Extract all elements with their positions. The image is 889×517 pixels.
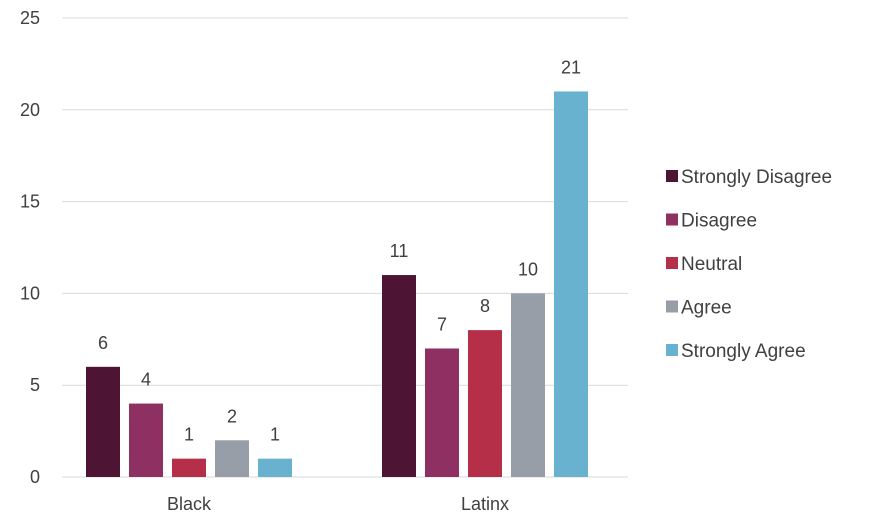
data-label-latinx-strongly-agree: 21 — [561, 57, 581, 77]
legend-swatch-agree — [666, 300, 678, 313]
bar-black-disagree — [129, 403, 163, 477]
bar-latinx-strongly-agree — [554, 91, 588, 477]
bar-latinx-strongly-disagree — [382, 275, 416, 477]
legend-swatch-neutral — [666, 257, 678, 269]
legend-label-agree: Agree — [681, 298, 732, 319]
data-label-latinx-agree: 10 — [518, 259, 538, 279]
legend-swatch-disagree — [666, 213, 678, 226]
data-label-black-agree: 2 — [227, 406, 237, 426]
y-tick-label-10: 10 — [20, 283, 40, 303]
legend-swatch-strongly-disagree — [666, 170, 678, 182]
data-label-black-disagree: 4 — [141, 370, 151, 390]
legend-label-disagree: Disagree — [681, 211, 757, 232]
bar-black-neutral — [172, 458, 206, 477]
bar-black-agree — [215, 440, 249, 477]
bar-black-strongly-agree — [258, 458, 292, 477]
legend-label-neutral: Neutral — [681, 254, 742, 275]
bars — [86, 91, 588, 477]
legend-item-neutral: Neutral — [666, 254, 742, 275]
x-category-label-black: Black — [167, 494, 212, 514]
data-label-latinx-neutral: 8 — [480, 296, 490, 316]
legend-item-agree: Agree — [666, 298, 732, 319]
y-tick-label-5: 5 — [30, 375, 40, 395]
x-category-label-latinx: Latinx — [461, 494, 509, 514]
data-label-black-neutral: 1 — [184, 425, 194, 445]
legend-swatch-strongly-agree — [666, 344, 678, 356]
x-axis-labels: Black Latinx — [167, 494, 509, 514]
bar-black-strongly-disagree — [86, 366, 120, 477]
y-tick-label-20: 20 — [20, 100, 40, 120]
y-tick-label-25: 25 — [20, 8, 40, 28]
bar-latinx-neutral — [468, 330, 502, 477]
legend-item-disagree: Disagree — [666, 211, 757, 232]
data-label-latinx-disagree: 7 — [437, 314, 447, 334]
legend-label-strongly-agree: Strongly Agree — [681, 341, 806, 362]
data-label-black-strongly-disagree: 6 — [98, 333, 108, 353]
legend-label-strongly-disagree: Strongly Disagree — [681, 167, 832, 188]
y-tick-label-15: 15 — [20, 192, 40, 212]
bar-latinx-disagree — [425, 348, 459, 477]
data-label-black-strongly-agree: 1 — [270, 425, 280, 445]
bar-latinx-agree — [511, 293, 545, 477]
y-axis-ticks: 0 5 10 15 20 25 — [20, 8, 40, 487]
legend-item-strongly-agree: Strongly Agree — [666, 341, 806, 362]
y-tick-label-0: 0 — [30, 467, 40, 487]
data-label-latinx-strongly-disagree: 11 — [390, 241, 409, 261]
legend-item-strongly-disagree: Strongly Disagree — [666, 167, 832, 188]
legend: Strongly Disagree Disagree Neutral Agree Str… — [666, 167, 832, 362]
